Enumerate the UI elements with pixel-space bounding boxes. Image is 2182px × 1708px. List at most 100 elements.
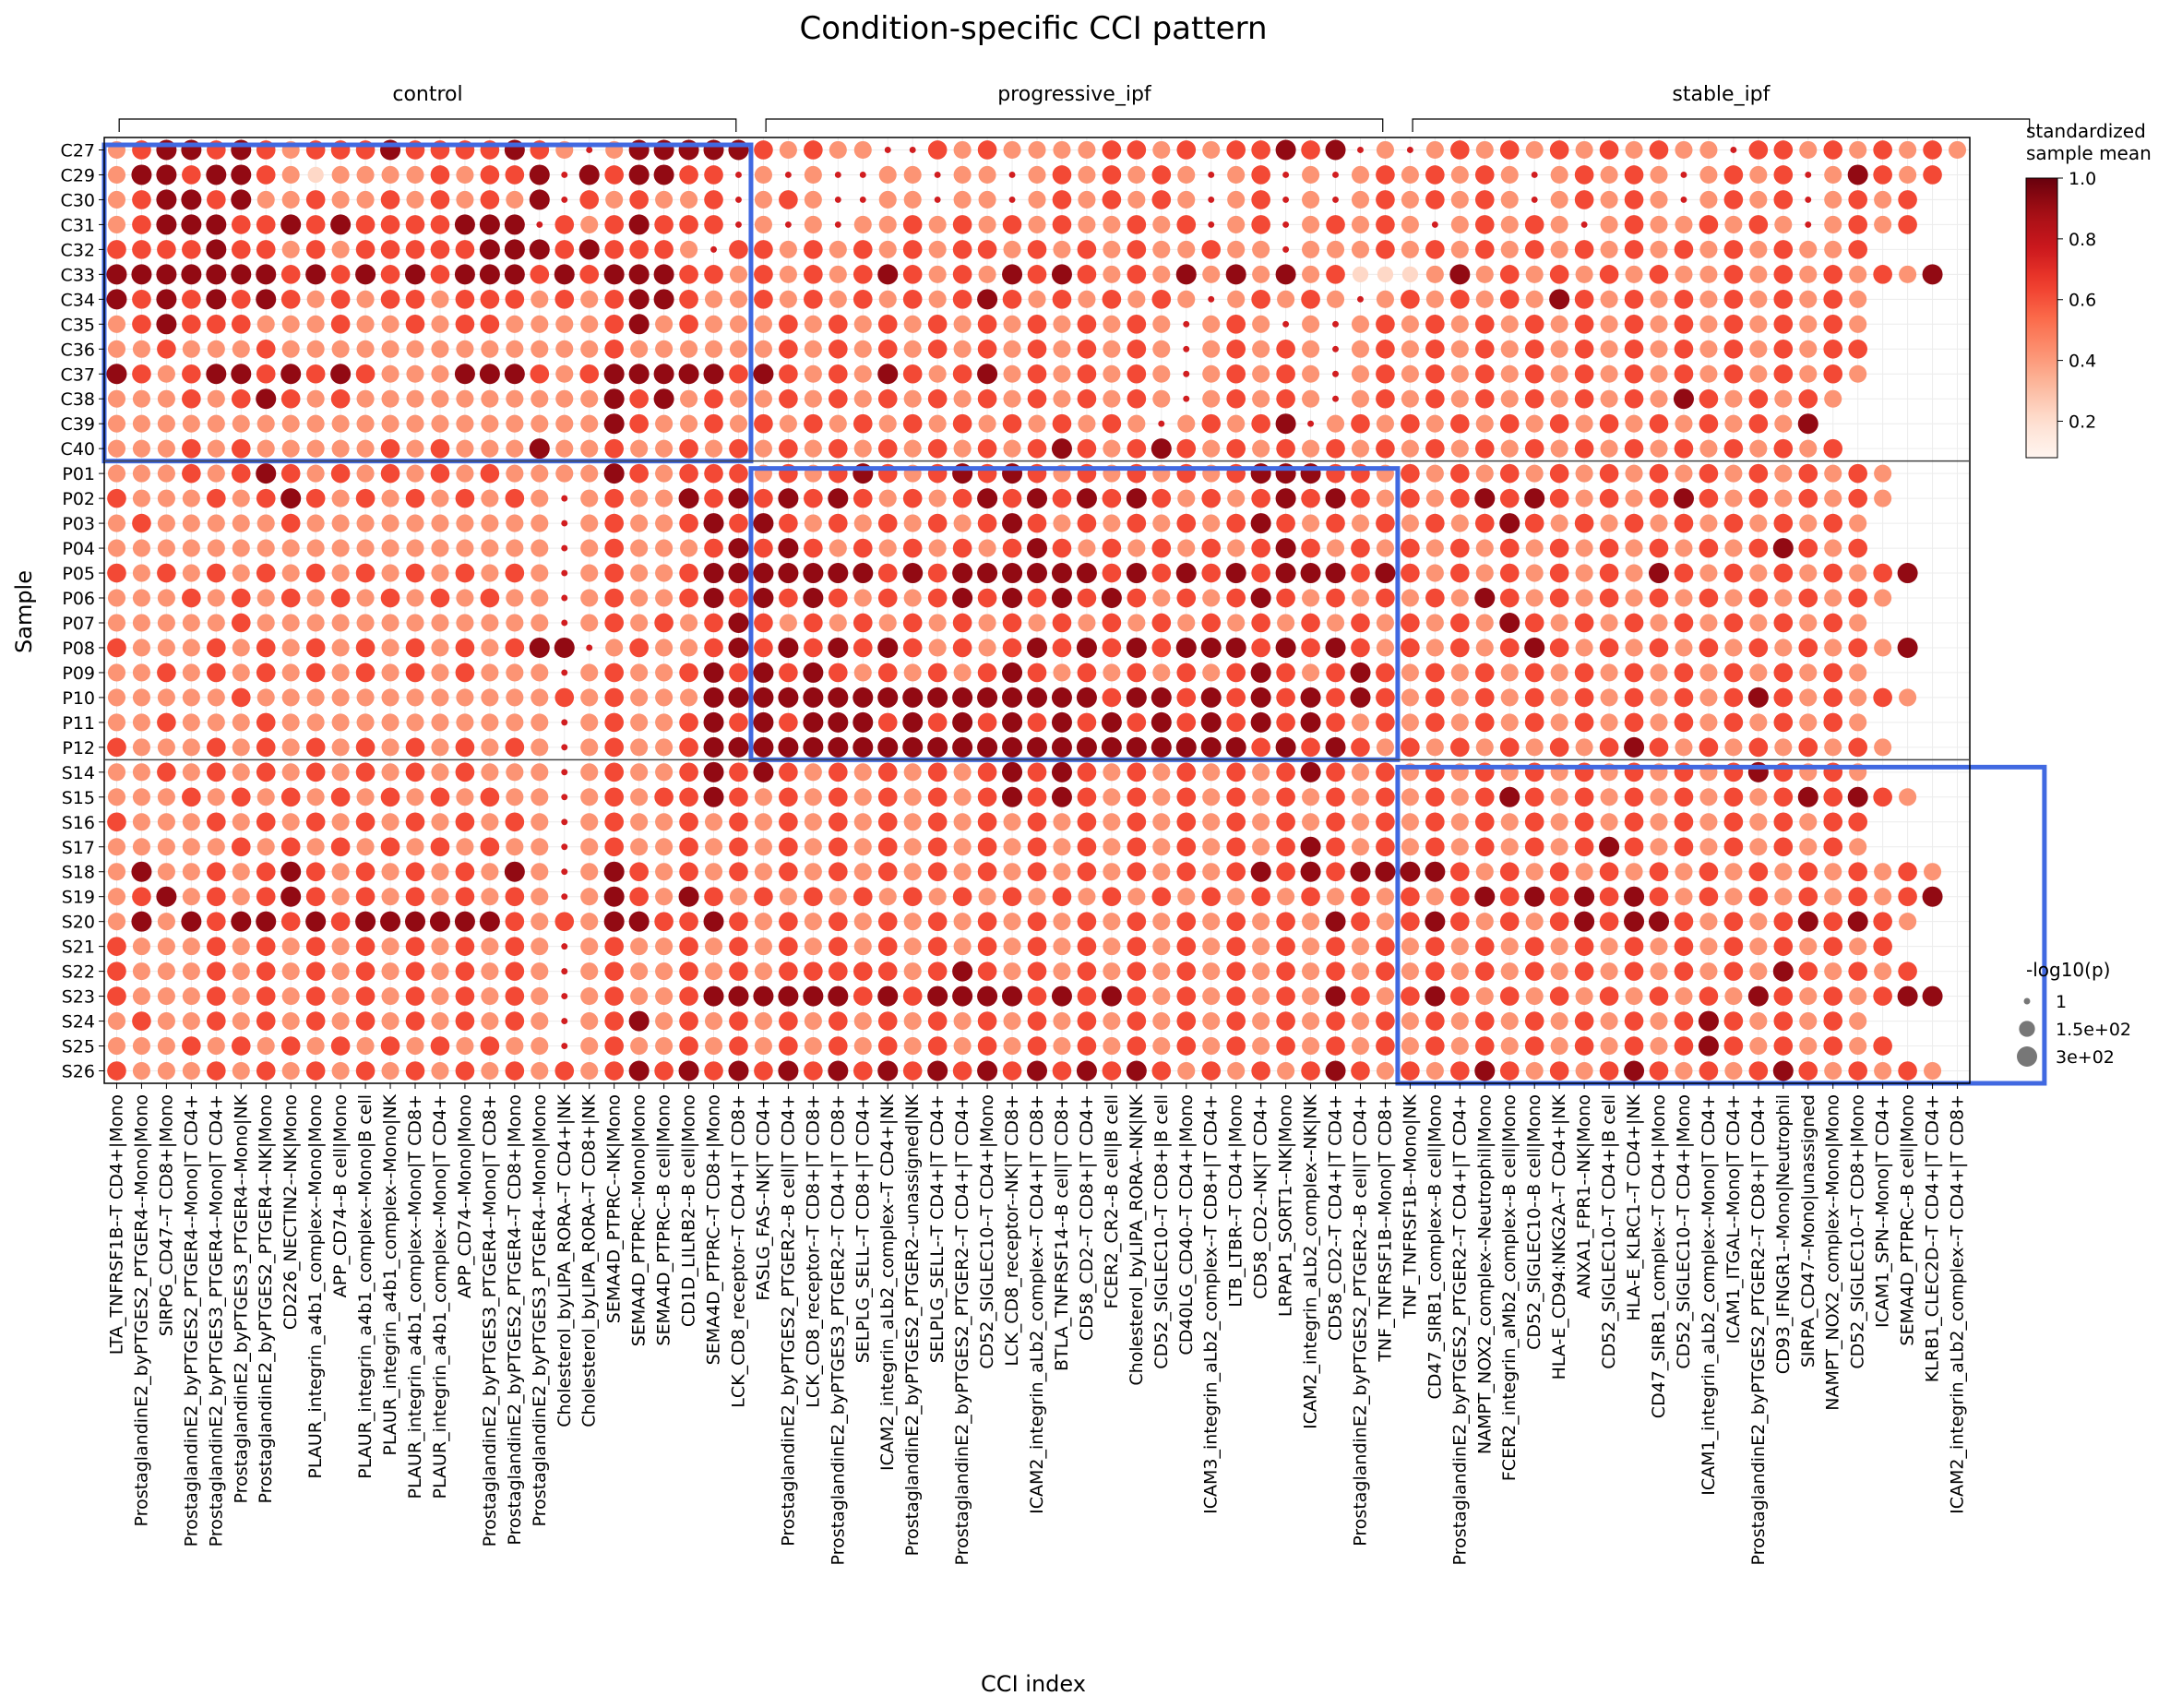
- dot: [256, 638, 276, 658]
- dot: [506, 788, 524, 806]
- dot: [1102, 488, 1122, 508]
- dot: [132, 364, 151, 384]
- dot: [306, 414, 325, 433]
- dot: [829, 812, 848, 832]
- x-tick-label: HLA-E_CD94:NKG2A--T CD4+|NK: [1549, 1093, 1569, 1380]
- dot: [1027, 588, 1047, 608]
- dot: [506, 315, 524, 333]
- dot: [1723, 290, 1744, 309]
- dot: [779, 912, 798, 931]
- dot: [603, 463, 625, 484]
- dot: [1151, 290, 1172, 309]
- dot: [256, 439, 275, 458]
- dot: [1699, 240, 1718, 258]
- dot: [1574, 911, 1595, 932]
- dot: [1151, 638, 1172, 658]
- dot: [1027, 240, 1047, 259]
- dot: [1425, 588, 1445, 608]
- dot: [256, 1061, 276, 1081]
- dot: [1624, 1060, 1645, 1081]
- dot: [456, 788, 474, 806]
- dot: [754, 788, 772, 806]
- dot: [406, 788, 424, 806]
- dot: [679, 912, 698, 931]
- dot: [703, 985, 724, 1007]
- dot: [107, 215, 126, 233]
- dot: [1202, 913, 1221, 931]
- dot: [1824, 962, 1842, 981]
- dot: [1102, 190, 1122, 209]
- dot: [580, 315, 599, 333]
- dot: [804, 190, 822, 209]
- dot: [1252, 962, 1270, 981]
- dot: [655, 514, 674, 532]
- dot: [1550, 1037, 1568, 1056]
- y-tick-label: C37: [61, 364, 95, 385]
- dot: [306, 589, 325, 607]
- dot: [1848, 190, 1867, 209]
- dot: [653, 164, 674, 185]
- dot: [1524, 886, 1545, 907]
- dot: [953, 190, 972, 209]
- dot: [207, 812, 226, 832]
- dot: [903, 165, 922, 184]
- dot: [604, 438, 624, 459]
- dot: [1475, 539, 1494, 557]
- dot: [107, 913, 126, 931]
- x-tick-label: TNF_TNFRSF1B--Mono|NK: [1400, 1093, 1420, 1319]
- dot: [1376, 588, 1395, 608]
- dot: [1874, 888, 1892, 906]
- dot: [804, 488, 823, 508]
- dot: [505, 165, 525, 185]
- dot: [1773, 563, 1794, 583]
- dot: [531, 913, 549, 931]
- dot: [1674, 240, 1694, 259]
- dot: [779, 314, 798, 334]
- dot: [1599, 862, 1619, 882]
- x-tick-label: ICAM2_integrin_aLb2_complex--NK|NK: [1301, 1093, 1321, 1428]
- dot: [1127, 190, 1146, 209]
- dot: [1276, 787, 1295, 807]
- dot: [381, 1012, 399, 1031]
- dot: [1749, 439, 1768, 458]
- dot: [430, 240, 450, 259]
- dot: [1774, 888, 1793, 906]
- dot: [132, 240, 151, 259]
- dot: [778, 637, 799, 658]
- dot: [1302, 1037, 1320, 1056]
- dot: [505, 290, 525, 309]
- dot: [1127, 314, 1147, 334]
- dot: [1525, 414, 1544, 433]
- dot: [629, 887, 649, 907]
- dot: [531, 1012, 549, 1031]
- dot: [1326, 787, 1345, 807]
- dot: [579, 265, 600, 284]
- dot: [1749, 514, 1768, 532]
- dot: [804, 340, 822, 358]
- dot: [256, 712, 276, 733]
- x-tick-label: CD58_CD2--NK|T CD4+: [1251, 1094, 1271, 1299]
- dot: [1675, 464, 1693, 483]
- dot: [1898, 961, 1917, 981]
- dot: [729, 588, 748, 608]
- dot: [704, 190, 723, 209]
- dot: [181, 214, 202, 235]
- dot: [1897, 563, 1918, 584]
- dot: [1401, 364, 1419, 383]
- dot: [779, 513, 798, 533]
- dot: [679, 762, 698, 782]
- dot: [829, 265, 847, 283]
- dot: [306, 539, 325, 557]
- dot: [1574, 240, 1594, 259]
- dot: [480, 165, 500, 185]
- dot: [1252, 838, 1270, 856]
- dot: [1078, 614, 1096, 632]
- dot: [1103, 1012, 1121, 1031]
- dot: [1401, 1061, 1420, 1081]
- dot: [630, 340, 649, 358]
- dot: [952, 413, 972, 434]
- dot: [1401, 638, 1420, 658]
- dot: [381, 1061, 399, 1081]
- dot: [1326, 937, 1345, 956]
- dot: [680, 240, 698, 258]
